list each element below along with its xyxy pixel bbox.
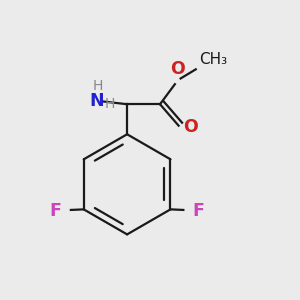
Text: N: N <box>90 92 104 110</box>
Text: F: F <box>193 202 204 220</box>
Text: O: O <box>170 61 184 79</box>
Text: H: H <box>92 80 103 93</box>
Text: O: O <box>183 118 198 136</box>
Text: F: F <box>50 202 62 220</box>
Text: H: H <box>104 97 115 111</box>
Text: CH₃: CH₃ <box>199 52 227 67</box>
